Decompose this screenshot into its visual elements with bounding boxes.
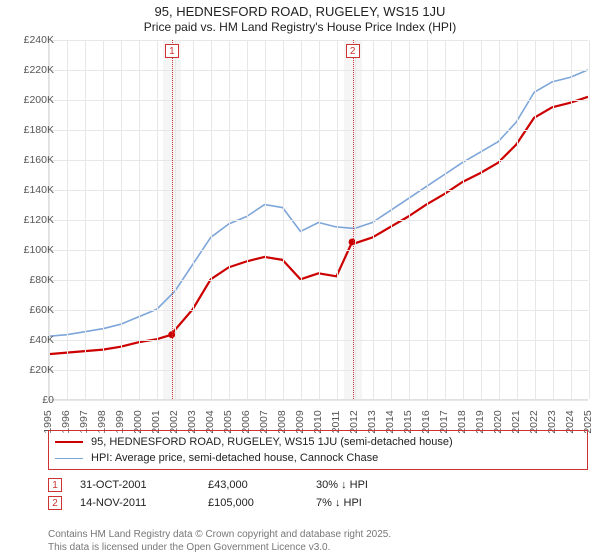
y-tick-label: £240K <box>8 34 54 46</box>
note-date: 31-OCT-2001 <box>80 479 190 491</box>
footer-attribution: Contains HM Land Registry data © Crown c… <box>48 529 588 554</box>
y-tick-label: £180K <box>8 124 54 136</box>
marker-line <box>172 40 173 399</box>
gridline-v <box>67 40 68 399</box>
gridline-v <box>571 40 572 399</box>
y-tick-label: £40K <box>8 334 54 346</box>
gridline-v <box>517 40 518 399</box>
y-tick-label: £120K <box>8 214 54 226</box>
gridline-v <box>85 40 86 399</box>
gridline-v <box>247 40 248 399</box>
y-tick-label: £200K <box>8 94 54 106</box>
legend-swatch <box>55 458 83 459</box>
gridline-v <box>463 40 464 399</box>
footer-line-1: Contains HM Land Registry data © Crown c… <box>48 529 588 542</box>
chart-subtitle: Price paid vs. HM Land Registry's House … <box>0 20 600 34</box>
note-price: £105,000 <box>208 497 298 509</box>
gridline-v <box>337 40 338 399</box>
note-marker: 2 <box>48 496 62 510</box>
title-block: 95, HEDNESFORD ROAD, RUGELEY, WS15 1JU P… <box>0 0 600 34</box>
note-date: 14-NOV-2011 <box>80 497 190 509</box>
y-tick-label: £80K <box>8 274 54 286</box>
gridline-v <box>535 40 536 399</box>
marker-line <box>353 40 354 399</box>
y-tick-label: £0 <box>8 394 54 406</box>
gridline-v <box>139 40 140 399</box>
gridline-v <box>319 40 320 399</box>
gridline-v <box>355 40 356 399</box>
gridline-v <box>265 40 266 399</box>
marker-label: 1 <box>165 44 179 58</box>
legend-label: 95, HEDNESFORD ROAD, RUGELEY, WS15 1JU (… <box>91 434 453 450</box>
chart-container: 95, HEDNESFORD ROAD, RUGELEY, WS15 1JU P… <box>0 0 600 560</box>
plot-area: 12 <box>48 40 588 400</box>
legend-item: HPI: Average price, semi-detached house,… <box>55 450 581 466</box>
sale-note-row: 2 14-NOV-2011 £105,000 7% ↓ HPI <box>48 494 588 512</box>
gridline-v <box>121 40 122 399</box>
gridline-v <box>103 40 104 399</box>
gridline-v <box>373 40 374 399</box>
gridline-v <box>229 40 230 399</box>
note-delta: 30% ↓ HPI <box>316 479 416 491</box>
gridline-v <box>175 40 176 399</box>
gridline-v <box>589 40 590 399</box>
y-tick-label: £220K <box>8 64 54 76</box>
sale-note-row: 1 31-OCT-2001 £43,000 30% ↓ HPI <box>48 476 588 494</box>
y-tick-label: £140K <box>8 184 54 196</box>
chart-area: 12 £0£20K£40K£60K£80K£100K£120K£140K£160… <box>0 40 600 420</box>
gridline-v <box>157 40 158 399</box>
gridline-v <box>391 40 392 399</box>
legend-box: 95, HEDNESFORD ROAD, RUGELEY, WS15 1JU (… <box>48 430 588 470</box>
note-price: £43,000 <box>208 479 298 491</box>
gridline-v <box>211 40 212 399</box>
sale-notes: 1 31-OCT-2001 £43,000 30% ↓ HPI 2 14-NOV-2011… <box>48 476 588 512</box>
gridline-v <box>553 40 554 399</box>
y-tick-label: £60K <box>8 304 54 316</box>
gridline-v <box>301 40 302 399</box>
marker-label: 2 <box>346 44 360 58</box>
gridline-v <box>445 40 446 399</box>
y-tick-label: £160K <box>8 154 54 166</box>
chart-title: 95, HEDNESFORD ROAD, RUGELEY, WS15 1JU <box>0 4 600 19</box>
gridline-v <box>481 40 482 399</box>
note-delta: 7% ↓ HPI <box>316 497 416 509</box>
footer-line-2: This data is licensed under the Open Gov… <box>48 542 588 555</box>
y-tick-label: £20K <box>8 364 54 376</box>
note-marker: 1 <box>48 478 62 492</box>
gridline-v <box>499 40 500 399</box>
legend-item: 95, HEDNESFORD ROAD, RUGELEY, WS15 1JU (… <box>55 434 581 450</box>
gridline-v <box>427 40 428 399</box>
gridline-v <box>193 40 194 399</box>
gridline-v <box>283 40 284 399</box>
gridline-v <box>409 40 410 399</box>
legend-label: HPI: Average price, semi-detached house,… <box>91 450 378 466</box>
legend-swatch <box>55 441 83 443</box>
y-tick-label: £100K <box>8 244 54 256</box>
gridline-h <box>49 400 588 401</box>
